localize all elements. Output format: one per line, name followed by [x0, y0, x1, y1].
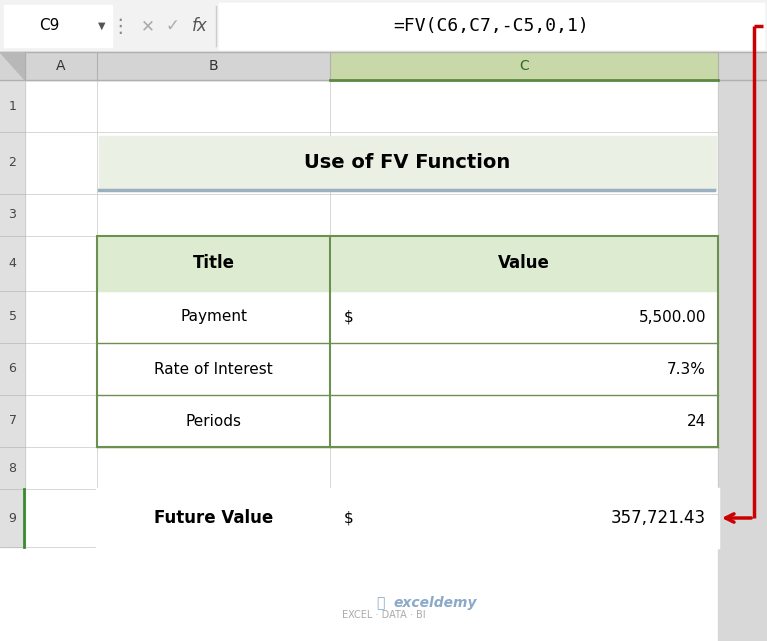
Bar: [0, 132, 25, 194]
Text: 2: 2: [8, 156, 16, 169]
Text: C9: C9: [39, 19, 60, 33]
Bar: [97, 236, 718, 447]
Bar: [25, 80, 718, 132]
Text: C: C: [519, 59, 529, 73]
Text: =FV(C6,C7,-C5,0,1): =FV(C6,C7,-C5,0,1): [393, 17, 589, 35]
Text: Value: Value: [498, 254, 550, 272]
Bar: [0, 0, 767, 52]
Bar: [330, 489, 718, 547]
Text: 1: 1: [8, 99, 16, 113]
Text: Title: Title: [193, 254, 235, 272]
Bar: [25, 132, 718, 194]
Polygon shape: [0, 52, 25, 80]
Text: 24: 24: [686, 413, 706, 428]
Text: 5: 5: [8, 310, 17, 324]
Bar: [0, 489, 25, 547]
Text: B: B: [209, 59, 219, 73]
Text: exceldemy: exceldemy: [393, 596, 476, 610]
Text: Future Value: Future Value: [154, 509, 273, 527]
Text: 🔷: 🔷: [376, 596, 384, 610]
Bar: [330, 52, 718, 80]
Text: 357,721.43: 357,721.43: [611, 509, 706, 527]
Bar: [25, 343, 718, 395]
Text: 5,500.00: 5,500.00: [638, 310, 706, 324]
Bar: [0, 447, 25, 489]
Bar: [25, 52, 97, 80]
Text: $: $: [344, 310, 354, 324]
Bar: [0, 80, 767, 641]
Text: ▼: ▼: [98, 21, 106, 31]
Text: $: $: [344, 510, 354, 526]
Bar: [25, 236, 718, 291]
Text: Use of FV Function: Use of FV Function: [304, 153, 511, 172]
Text: Rate of Interest: Rate of Interest: [154, 362, 273, 376]
Bar: [4, 5, 112, 47]
Bar: [99, 136, 716, 190]
Bar: [97, 52, 330, 80]
Text: 4: 4: [8, 257, 16, 270]
Text: 6: 6: [8, 363, 16, 376]
Text: 7: 7: [8, 415, 17, 428]
Bar: [0, 194, 25, 236]
Text: Payment: Payment: [180, 310, 247, 324]
Text: fx: fx: [192, 17, 208, 35]
Text: EXCEL · DATA · BI: EXCEL · DATA · BI: [342, 610, 426, 620]
Bar: [718, 80, 767, 641]
Bar: [220, 4, 763, 48]
Text: ✓: ✓: [165, 17, 179, 35]
Bar: [0, 52, 767, 80]
Text: 9: 9: [8, 512, 16, 524]
Text: 3: 3: [8, 208, 16, 222]
Text: ✕: ✕: [141, 17, 155, 35]
Bar: [25, 489, 718, 547]
Bar: [25, 194, 718, 236]
Bar: [0, 80, 25, 132]
Bar: [0, 236, 25, 291]
Bar: [0, 343, 25, 395]
Text: 7.3%: 7.3%: [667, 362, 706, 376]
Bar: [25, 80, 718, 641]
Text: ⋮: ⋮: [110, 17, 130, 35]
Bar: [25, 447, 718, 489]
Bar: [0, 291, 25, 343]
Bar: [25, 291, 718, 343]
Text: 8: 8: [8, 462, 17, 474]
Bar: [97, 236, 718, 291]
Text: Periods: Periods: [186, 413, 242, 428]
Text: A: A: [56, 59, 66, 73]
Bar: [25, 395, 718, 447]
Bar: [97, 489, 330, 547]
Bar: [0, 395, 25, 447]
